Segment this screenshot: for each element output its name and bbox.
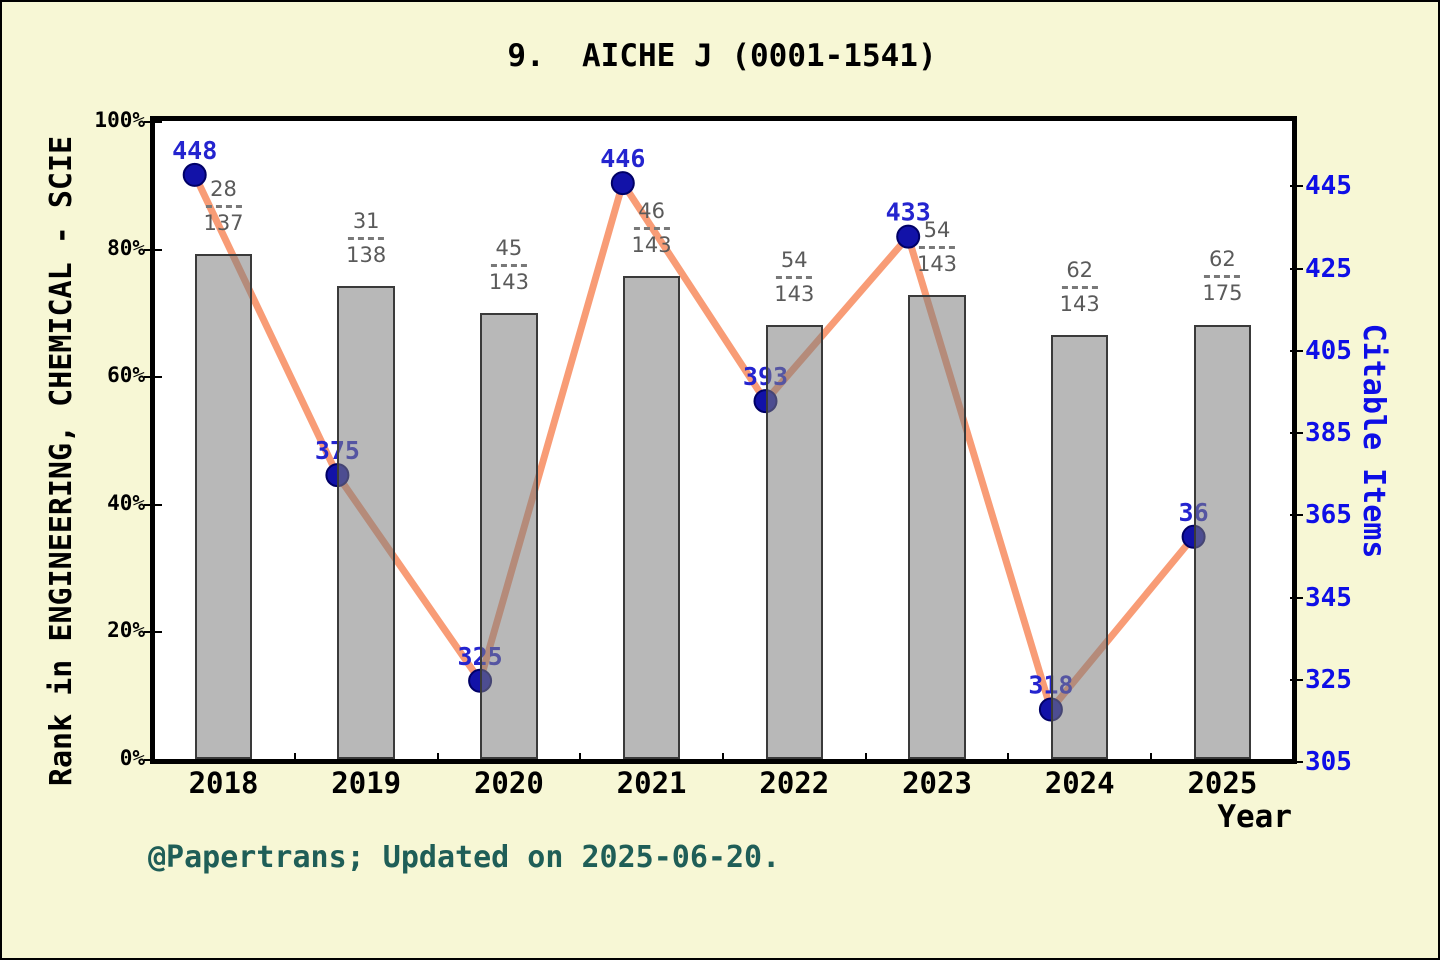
left-axis-tick-label: 0%: [119, 746, 145, 770]
x-axis-title: Year: [1217, 799, 1292, 835]
rank-denominator: 143: [631, 232, 672, 257]
right-axis-tick-label: 345: [1305, 582, 1352, 613]
rank-numerator: 54: [780, 248, 808, 273]
fraction-bar: [1204, 275, 1241, 279]
right-axis-tick-label: 305: [1305, 747, 1352, 777]
left-axis-tick-label: 60%: [107, 363, 145, 388]
fraction-bar: [490, 263, 527, 267]
right-axis-tick: [1290, 596, 1303, 599]
x-tick-label-2019: 2019: [331, 766, 402, 800]
bar-2019: [337, 285, 395, 759]
rank-numerator: 31: [352, 208, 380, 233]
x-minor-tick: [1150, 753, 1152, 759]
left-axis-tick-label: 40%: [107, 490, 145, 515]
right-axis-tick: [1290, 267, 1303, 270]
fraction-bar: [919, 246, 955, 250]
right-axis-tick: [1290, 514, 1303, 517]
rank-fraction-2018: 28 137: [203, 178, 243, 234]
data-point-2018: [182, 162, 207, 187]
rank-denominator: 175: [1202, 281, 1243, 306]
bar-2021: [622, 276, 681, 759]
right-axis-tick-label: 365: [1305, 500, 1352, 531]
rank-numerator: 54: [923, 218, 951, 243]
left-axis-tick-label: 100%: [94, 108, 145, 132]
right-axis-title: Citable Items: [1356, 323, 1391, 559]
bar-2020: [480, 313, 538, 759]
right-axis-tick: [1290, 349, 1303, 352]
left-axis-tick-label: 80%: [107, 235, 145, 260]
rank-fraction-2021: 46 143: [632, 200, 672, 256]
point-label-2023: 433: [886, 198, 931, 227]
bar-2022: [765, 325, 824, 759]
right-axis-tick: [1290, 185, 1303, 188]
data-point-2023: [896, 224, 921, 249]
rank-denominator: 143: [774, 282, 815, 307]
right-axis-tick-label: 385: [1305, 418, 1352, 448]
right-axis-tick: [1290, 432, 1303, 434]
rank-denominator: 143: [916, 252, 958, 277]
rank-numerator: 45: [495, 235, 523, 260]
point-label-2018: 448: [172, 136, 217, 165]
plot-inner: 4483753254463934333183628137311384514346…: [155, 121, 1292, 759]
bar-2023: [908, 295, 966, 759]
rank-denominator: 143: [488, 269, 529, 294]
data-point-2021: [610, 171, 635, 196]
fraction-bar: [776, 276, 813, 280]
left-axis-tick: [144, 248, 162, 251]
x-minor-tick: [721, 753, 724, 759]
left-axis-tick: [144, 503, 162, 506]
x-tick-label-2021: 2021: [616, 766, 687, 800]
rank-fraction-2024: 62 143: [1060, 259, 1100, 315]
fraction-bar: [205, 205, 242, 209]
plot-area: 4483753254463934333183628137311384514346…: [150, 116, 1297, 764]
rank-denominator: 138: [346, 242, 387, 267]
update-caption: @Papertrans; Updated on 2025-06-20.: [148, 840, 781, 875]
rank-fraction-2025: 62 175: [1202, 248, 1242, 304]
fraction-bar: [1061, 286, 1098, 290]
bar-2025: [1193, 324, 1252, 759]
fraction-bar: [633, 226, 670, 230]
chart-title: 9. AICHE J (0001-1541): [507, 38, 937, 74]
right-axis-tick-label: 325: [1305, 664, 1352, 695]
x-minor-tick: [293, 753, 296, 759]
rank-fraction-2020: 45 143: [489, 237, 529, 293]
bar-2024: [1050, 335, 1109, 759]
rank-denominator: 143: [1059, 292, 1100, 317]
left-axis-tick-label: 20%: [107, 618, 145, 643]
x-minor-tick: [864, 753, 867, 759]
rank-fraction-2022: 54 143: [774, 249, 814, 305]
rank-numerator: 62: [1066, 258, 1094, 283]
x-tick-label-2024: 2024: [1044, 766, 1115, 800]
left-axis-tick: [144, 376, 162, 379]
right-axis-tick: [1290, 761, 1303, 763]
left-axis-title: Rank in ENGINEERING, CHEMICAL - SCIE: [44, 135, 79, 787]
rank-fraction-2023: 54 143: [917, 219, 957, 275]
rank-numerator: 28: [210, 177, 237, 202]
right-axis-tick-label: 445: [1305, 171, 1352, 202]
rank-denominator: 137: [203, 211, 244, 236]
x-tick-label-2020: 2020: [473, 766, 544, 800]
fraction-bar: [348, 236, 385, 240]
rank-fraction-2019: 31 138: [346, 208, 387, 267]
citable-items-layer: 44837532544639343331836: [172, 136, 1209, 722]
x-tick-label-2022: 2022: [759, 766, 830, 800]
right-axis-tick: [1290, 678, 1303, 681]
left-axis-tick: [144, 631, 162, 634]
right-axis-tick-label: 425: [1305, 253, 1352, 284]
bar-2018: [194, 254, 253, 759]
x-tick-label-2018: 2018: [188, 766, 259, 800]
left-axis-tick: [144, 121, 162, 123]
x-minor-tick: [1007, 753, 1010, 759]
x-minor-tick: [436, 753, 439, 759]
x-tick-label-2023: 2023: [902, 766, 972, 800]
point-label-2021: 446: [600, 144, 645, 173]
rank-numerator: 46: [638, 198, 665, 223]
rank-numerator: 62: [1209, 247, 1236, 272]
x-tick-label-2025: 2025: [1187, 766, 1258, 800]
right-axis-tick-label: 405: [1305, 335, 1352, 366]
x-minor-tick: [579, 753, 582, 759]
left-axis-tick: [144, 759, 162, 761]
